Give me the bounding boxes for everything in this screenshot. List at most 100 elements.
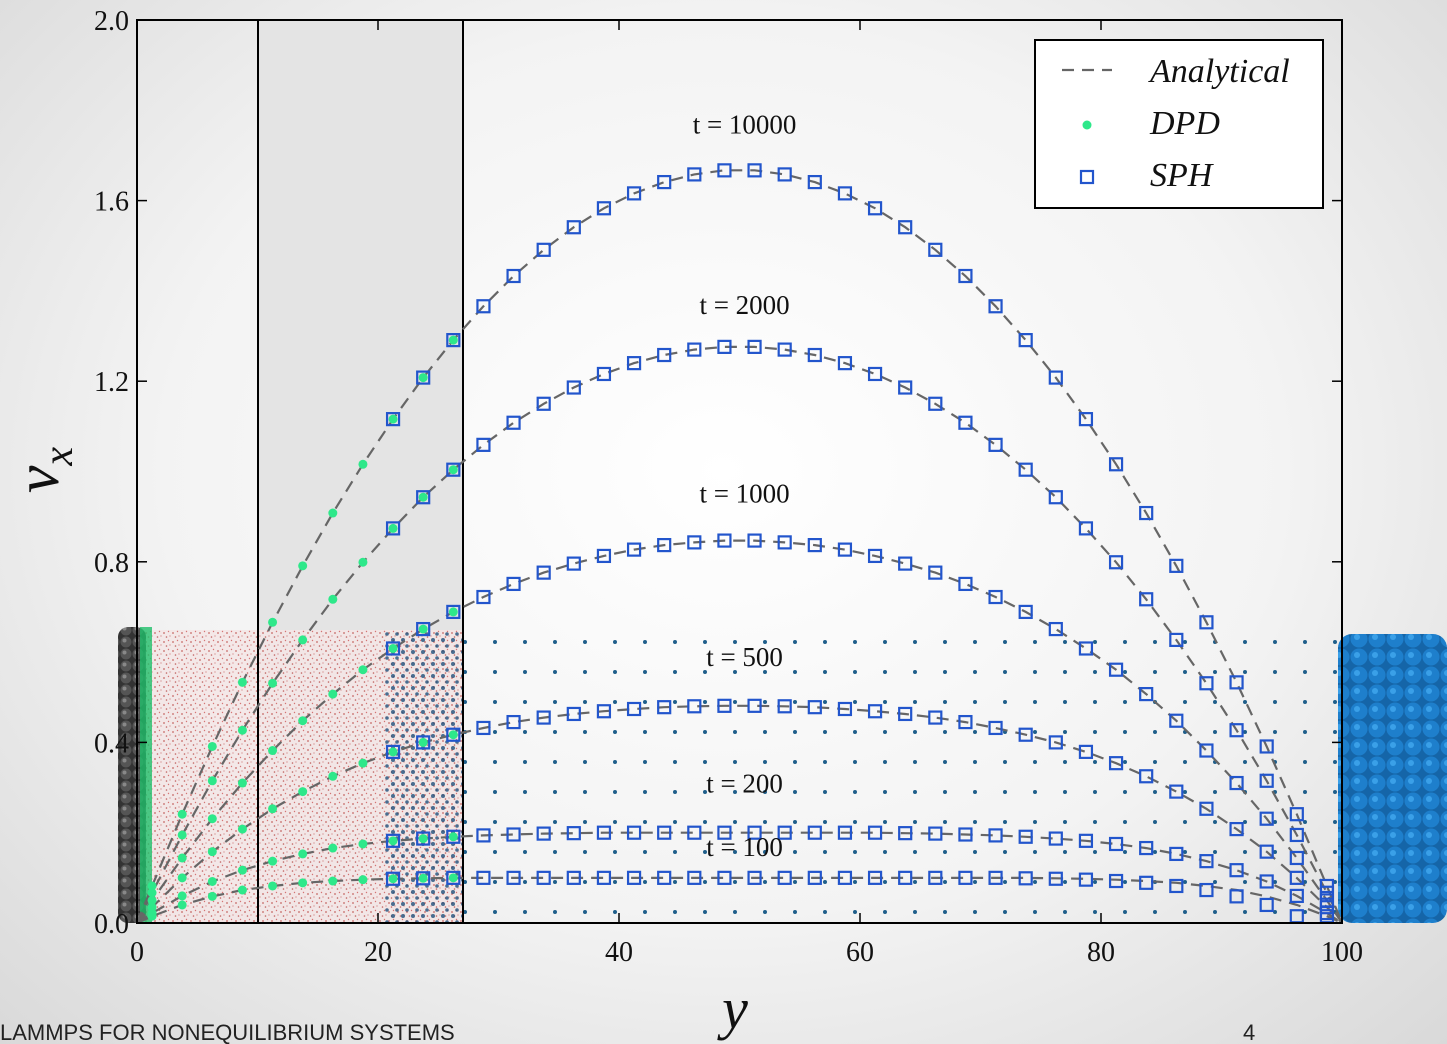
x-tick-label: 20 <box>364 937 392 968</box>
sph-point <box>446 829 461 844</box>
sph-point <box>717 533 732 548</box>
y-axis-label-sub: x <box>36 447 82 467</box>
dpd-point <box>237 824 247 834</box>
sph-point <box>1169 878 1184 894</box>
sph-point <box>446 870 461 885</box>
dpd-point <box>207 847 217 857</box>
sph-point <box>1229 863 1244 878</box>
dpd-point <box>358 839 368 849</box>
sph-point <box>837 542 853 557</box>
dpd-point <box>268 678 278 688</box>
dpd-point <box>147 888 157 898</box>
dpd-point <box>147 902 157 912</box>
sph-point <box>1169 632 1184 648</box>
x-tick-label: 40 <box>605 937 633 968</box>
sph-point <box>626 542 642 557</box>
sph-point <box>867 825 883 840</box>
sph-point <box>777 535 792 550</box>
dpd-point <box>448 730 458 740</box>
sph-point <box>1289 888 1304 904</box>
sph-point <box>807 174 822 190</box>
sph-point <box>416 735 431 750</box>
sph-point <box>928 396 943 411</box>
dpd-point <box>298 561 308 571</box>
sph-point <box>747 339 762 354</box>
dpd-point <box>268 881 278 891</box>
sph-point <box>867 548 883 564</box>
dpd-point <box>418 624 428 634</box>
sph-point <box>1259 811 1274 826</box>
sph-point <box>958 714 973 730</box>
sph-point <box>657 174 672 190</box>
sph-point <box>506 576 521 592</box>
sph-point <box>1199 801 1214 816</box>
sph-point <box>988 870 1003 885</box>
sph-point <box>536 870 551 885</box>
sph-point <box>1139 875 1154 890</box>
dpd-point <box>268 746 278 756</box>
sph-point <box>566 706 581 722</box>
sph-point <box>777 167 792 182</box>
sph-point <box>958 268 973 284</box>
sph-point <box>747 698 762 713</box>
dpd-point <box>147 895 157 905</box>
sph-point <box>928 826 943 841</box>
sph-point <box>657 825 672 840</box>
sph-point <box>837 825 853 840</box>
dpd-point <box>418 373 428 383</box>
sph-point <box>1289 850 1304 866</box>
dpd-point <box>448 335 458 345</box>
left-wall <box>118 627 146 923</box>
sph-point <box>506 714 521 730</box>
y-tick-label: 0.0 <box>94 909 129 940</box>
sph-point <box>687 825 702 840</box>
sph-point <box>1139 592 1154 607</box>
sph-point <box>476 299 491 314</box>
sph-point <box>657 870 672 885</box>
sph-point <box>867 870 883 885</box>
sph-point <box>717 825 732 840</box>
sph-point <box>536 242 551 257</box>
sph-point <box>747 533 762 548</box>
sph-point <box>446 727 461 742</box>
dpd-point <box>298 878 308 888</box>
sph-point <box>1199 743 1214 758</box>
sph-point <box>1139 505 1154 521</box>
dpd-point <box>328 843 338 853</box>
sph-point <box>928 870 943 885</box>
sph-point <box>777 825 792 840</box>
sph-point <box>566 380 581 395</box>
dpd-point <box>328 771 338 781</box>
sph-point <box>596 825 612 840</box>
dpd-point <box>298 716 308 726</box>
sph-point <box>898 556 913 571</box>
sph-point <box>837 356 853 371</box>
sph-point <box>1139 769 1154 784</box>
sph-point <box>476 437 491 452</box>
dpd-point <box>298 787 308 797</box>
sph-point <box>566 826 581 841</box>
dpd-point <box>177 809 187 819</box>
dpd-point <box>147 881 157 891</box>
sph-point <box>626 356 642 371</box>
sph-point <box>1018 604 1033 620</box>
page-number: 4 <box>1243 1020 1255 1044</box>
y-tick-label: 1.2 <box>94 367 129 398</box>
sph-point <box>626 825 642 840</box>
sph-point <box>385 641 401 656</box>
x-tick-label: 80 <box>1087 937 1115 968</box>
curve-annotation: t = 1000 <box>699 479 789 509</box>
sph-point <box>1108 873 1124 889</box>
sph-point <box>1048 490 1063 505</box>
sph-particles <box>463 630 1342 923</box>
y-tick-label: 0.8 <box>94 548 129 579</box>
sph-point <box>747 870 762 885</box>
sph-point <box>958 870 973 885</box>
y-tick-label: 2.0 <box>94 6 129 37</box>
analytical-line <box>136 345 1343 924</box>
sph-point <box>867 366 883 382</box>
sph-point <box>446 462 461 477</box>
sph-point <box>385 412 401 427</box>
sph-point <box>657 700 672 715</box>
sph-point <box>958 415 973 430</box>
